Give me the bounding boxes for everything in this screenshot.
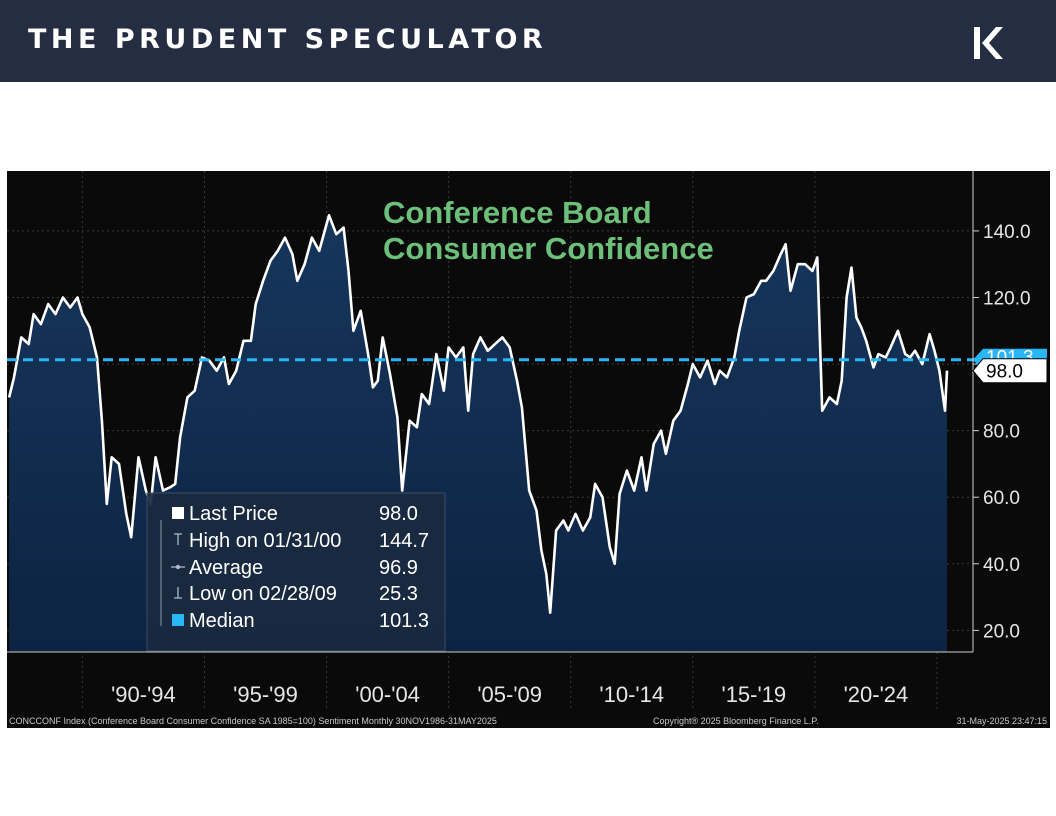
legend-value: 101.3	[379, 610, 429, 632]
y-tick-label: 60.0	[983, 488, 1020, 509]
x-period-label: '05-'09	[477, 682, 542, 707]
legend-item: High on 01/31/00 144.7	[174, 530, 429, 552]
legend-box: Last Price 98.0 High on 01/31/00 144.7 Avera…	[146, 492, 446, 652]
legend-label: Low on 02/28/09	[189, 583, 337, 605]
x-period-label: '95-'99	[233, 682, 298, 707]
x-period-label: '10-'14	[599, 682, 664, 707]
footer-source: CONCCONF Index (Conference Board Consume…	[9, 716, 497, 726]
legend-label: Average	[189, 557, 263, 579]
legend-marker	[172, 614, 184, 626]
chart-panel: Conference Board Consumer Confidence 20.…	[7, 171, 1050, 728]
legend-value: 96.9	[379, 557, 418, 579]
legend-item: Average 96.9	[171, 557, 418, 579]
y-tick-label: 80.0	[983, 422, 1020, 443]
legend-label: Median	[189, 610, 255, 632]
y-tick-label: 140.0	[983, 222, 1031, 243]
last-value-tag	[972, 358, 1048, 384]
legend-value: 25.3	[379, 583, 418, 605]
chart-footer: CONCCONF Index (Conference Board Consume…	[9, 716, 1047, 726]
x-axis-periods: '90-'94 '95-'99 '00-'04 '05-'09 '10-'14 '15-'…	[7, 651, 973, 707]
x-period-label: '20-'24	[844, 682, 909, 707]
chart-title-line-2: Consumer Confidence	[383, 231, 714, 266]
last-value-label: 98.0	[986, 362, 1023, 383]
x-period-label: '15-'19	[722, 682, 787, 707]
chart-title-line-1: Conference Board	[383, 195, 652, 230]
legend-marker-dot	[175, 564, 181, 570]
legend-marker	[174, 587, 182, 599]
consumer-confidence-chart: Conference Board Consumer Confidence 20.…	[7, 171, 1050, 728]
legend-value: 144.7	[379, 530, 429, 552]
footer-copyright: Copyright® 2025 Bloomberg Finance L.P.	[653, 716, 819, 726]
legend-marker	[174, 533, 182, 545]
legend-value: 98.0	[379, 503, 418, 525]
header-banner: THE PRUDENT SPECULATOR	[0, 0, 1056, 82]
x-period-label: '90-'94	[111, 682, 176, 707]
legend-item: Median 101.3	[172, 610, 429, 632]
x-period-label: '00-'04	[355, 682, 420, 707]
legend-item: Last Price 98.0	[172, 503, 418, 525]
y-tick-label: 40.0	[983, 555, 1020, 576]
series-line	[7, 214, 949, 614]
footer-timestamp: 31-May-2025 23:47:15	[956, 716, 1047, 726]
legend-label: Last Price	[189, 503, 278, 525]
y-tick-label: 20.0	[983, 621, 1020, 642]
pk-monogram-logo-icon	[974, 27, 1003, 59]
legend-label: High on 01/31/00	[189, 530, 341, 552]
legend-marker	[172, 507, 184, 519]
y-tick-label: 120.0	[983, 288, 1031, 309]
legend-item: Low on 02/28/09 25.3	[174, 583, 418, 605]
brand-name: THE PRUDENT SPECULATOR	[28, 24, 548, 55]
